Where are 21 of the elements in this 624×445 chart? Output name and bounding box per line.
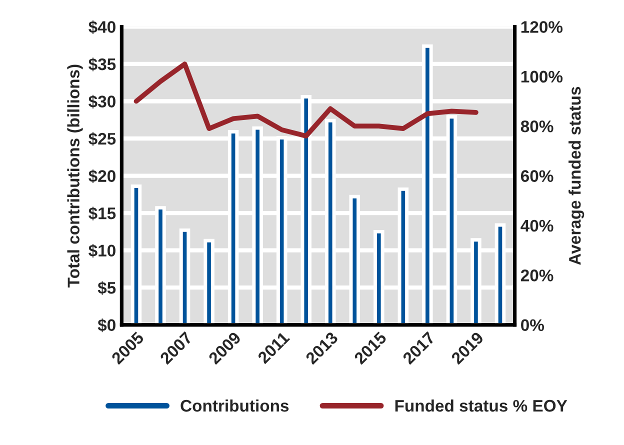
y2-tick-label: 60%: [520, 170, 554, 182]
y2-tick-label: 120%: [521, 21, 563, 33]
y-tick-label: $0: [98, 318, 116, 332]
y-axis-title: Total contributions (billions): [67, 64, 83, 288]
y2-tick-label: 40%: [520, 220, 554, 232]
y-tick-label: $25: [88, 132, 116, 146]
y-tick-label: $30: [88, 94, 116, 109]
y2-tick-label: 80%: [520, 120, 554, 132]
y2-tick-label: 100%: [521, 70, 563, 83]
line-series: [134, 62, 478, 138]
y-tick-label: $15: [88, 206, 116, 220]
y-tick-label: $40: [88, 20, 116, 34]
y-tick-label: $35: [88, 58, 116, 72]
y-tick-label: $5: [98, 281, 116, 295]
y-tick-label: $20: [88, 169, 116, 184]
y-tick-label: $10: [88, 244, 116, 258]
y2-tick-label: 0%: [521, 319, 544, 332]
legend-label: Contributions: [180, 399, 289, 412]
y2-tick-label: 20%: [520, 270, 554, 282]
legend-label: Funded status % EOY: [395, 399, 568, 412]
y2-axis-title: Average funded status: [568, 86, 584, 265]
